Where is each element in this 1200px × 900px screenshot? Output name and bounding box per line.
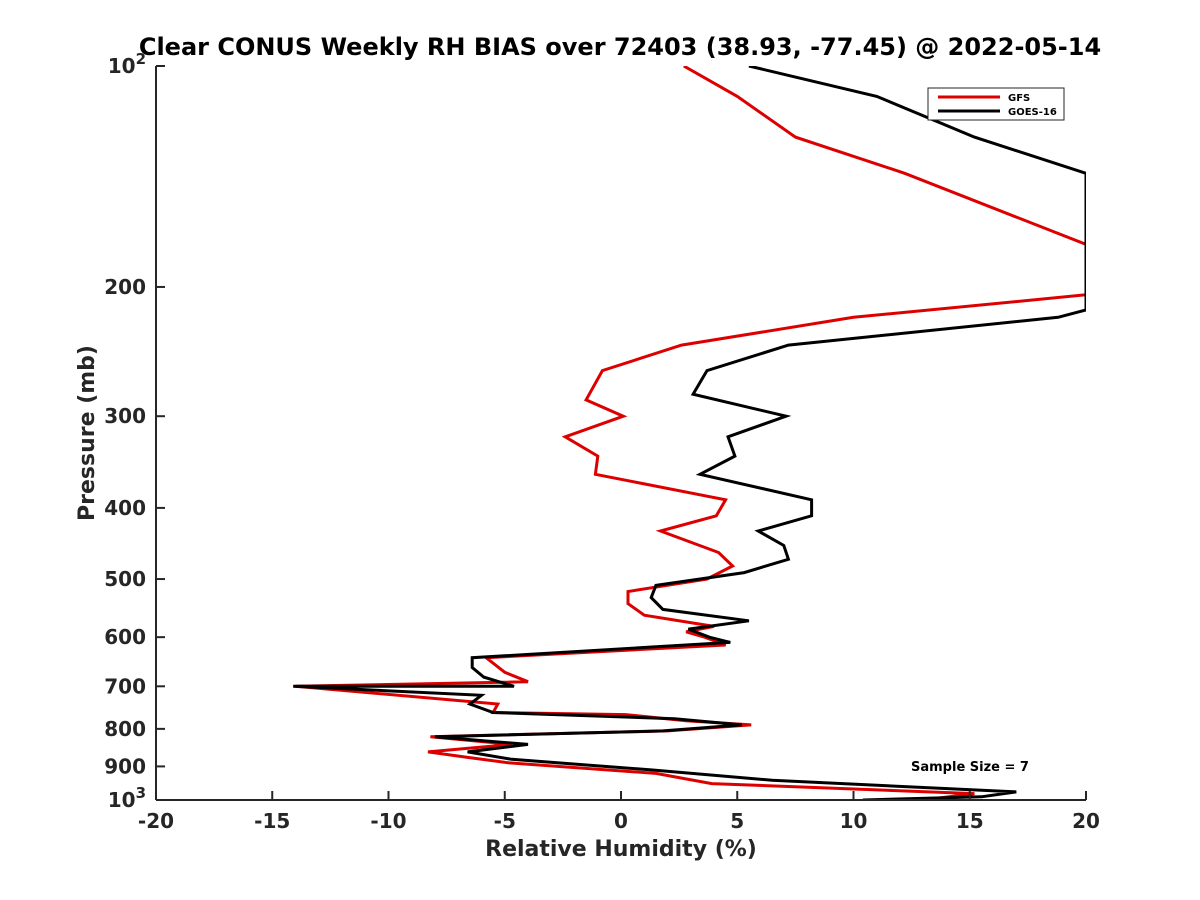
y-tick-label: 400 (104, 496, 146, 520)
series-line-goes16 (293, 66, 1086, 800)
y-ticks: 102 200 300 400 500 600 700 800 900 103 (104, 50, 165, 812)
legend-label-goes16: GOES-16 (1008, 107, 1057, 118)
x-tick-label: 10 (840, 809, 868, 833)
x-axis-label: Relative Humidity (%) (485, 837, 757, 862)
y-tick-label: 700 (104, 674, 146, 698)
legend-label-gfs: GFS (1008, 93, 1030, 104)
y-tick-label: 900 (104, 754, 146, 778)
x-tick-label: 15 (956, 809, 984, 833)
x-tick-label: 0 (614, 809, 628, 833)
y-tick-label: 300 (104, 404, 146, 428)
x-tick-label: -10 (370, 809, 406, 833)
x-tick-label: 20 (1072, 809, 1100, 833)
y-tick-label: 200 (104, 275, 146, 299)
sample-size-annotation: Sample Size = 7 (911, 760, 1029, 775)
y-tick-label: 103 (108, 784, 146, 812)
x-tick-label: -15 (254, 809, 290, 833)
y-axis-label: Pressure (mb) (75, 345, 100, 521)
y-tick-label: 102 (108, 50, 146, 78)
x-tick-label: -5 (494, 809, 516, 833)
legend: GFS GOES-16 (927, 87, 1065, 121)
x-ticks: -20 -15 -10 -5 0 5 10 15 20 (138, 791, 1100, 833)
chart-title: Clear CONUS Weekly RH BIAS over 72403 (3… (139, 33, 1101, 61)
y-tick-label: 500 (104, 567, 146, 591)
x-tick-label: -20 (138, 809, 174, 833)
y-tick-label: 600 (104, 625, 146, 649)
legend-box (927, 87, 1065, 121)
series-layer (293, 66, 1086, 800)
y-tick-label: 800 (104, 717, 146, 741)
series-line-gfs (295, 66, 1086, 800)
axes-layer (155, 66, 1086, 801)
x-tick-label: 5 (730, 809, 744, 833)
